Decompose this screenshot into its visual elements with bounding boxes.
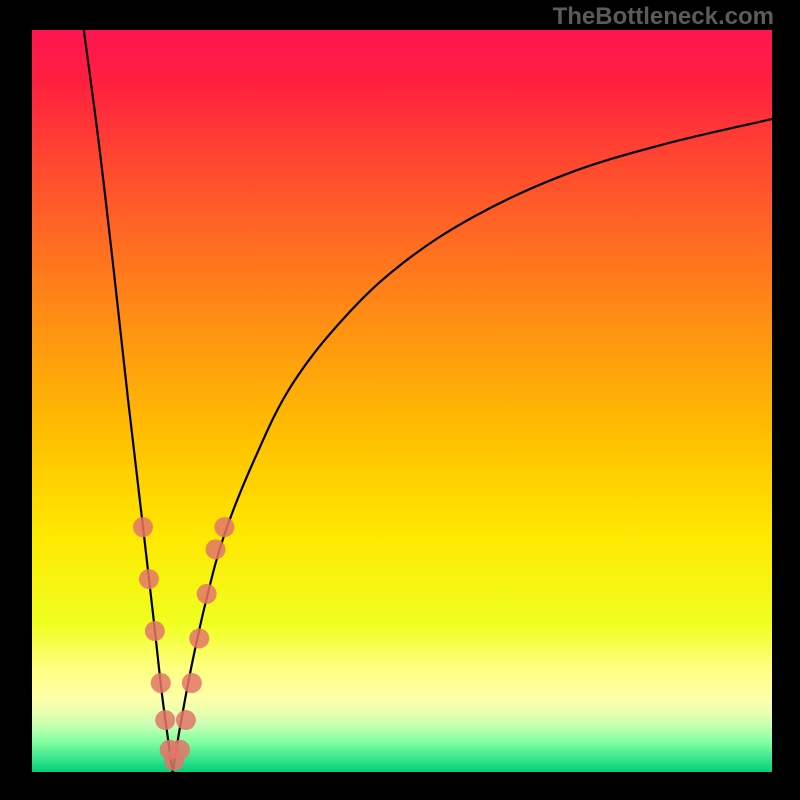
watermark-text: TheBottleneck.com xyxy=(553,3,774,31)
chart-frame: TheBottleneck.com xyxy=(0,0,800,800)
marker-dot xyxy=(151,673,171,693)
gradient-background xyxy=(32,30,772,772)
marker-dot xyxy=(145,621,165,641)
marker-dot xyxy=(189,628,209,648)
plot-svg xyxy=(32,30,772,772)
marker-dot xyxy=(155,710,175,730)
marker-dot xyxy=(139,569,159,589)
marker-dot xyxy=(133,517,153,537)
marker-dot xyxy=(176,710,196,730)
marker-dot xyxy=(206,539,226,559)
marker-dot xyxy=(170,740,190,760)
marker-dot xyxy=(197,584,217,604)
marker-dot xyxy=(214,517,234,537)
marker-dot xyxy=(182,673,202,693)
